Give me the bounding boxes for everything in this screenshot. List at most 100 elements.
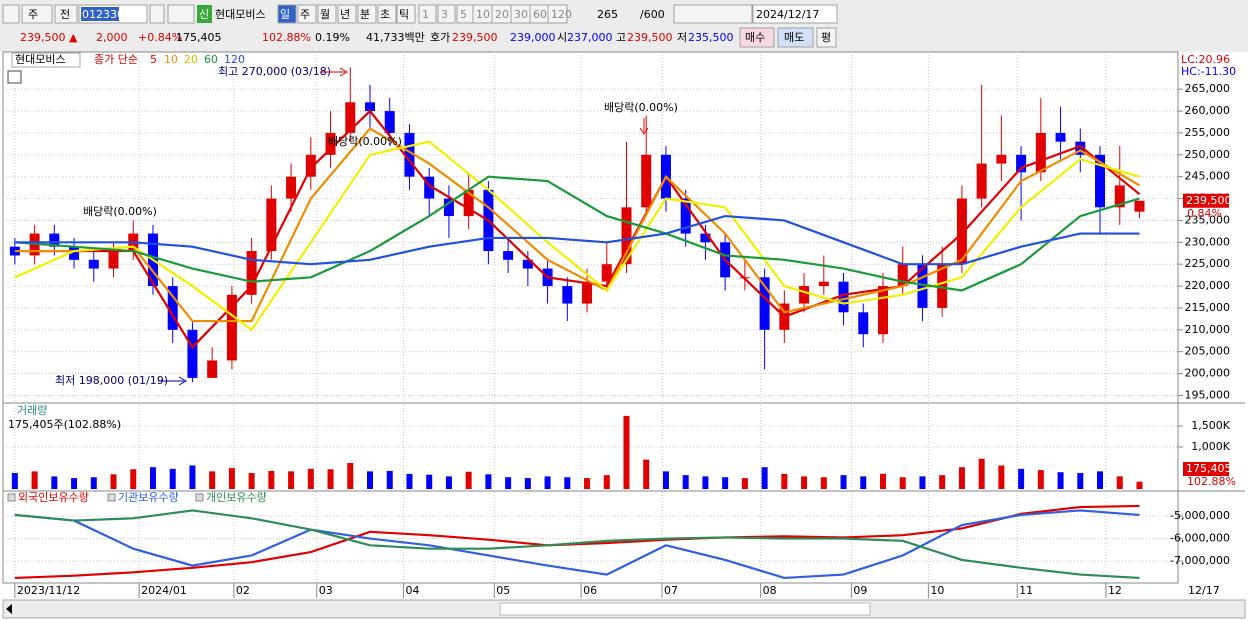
volume-bar: [544, 476, 551, 489]
volume-bar: [662, 471, 669, 489]
legend-entry: 120: [224, 53, 245, 66]
code: 012330: [82, 8, 124, 21]
candle-body: [404, 132, 415, 177]
buy-btn[interactable]: [739, 27, 775, 48]
volume-bar: [307, 468, 314, 489]
scroll-left[interactable]: [6, 604, 12, 614]
ma-line: [14, 214, 1140, 266]
volume-bar: [781, 473, 788, 489]
annotation: 최고 270,000 (03/18): [218, 65, 331, 78]
panel-title: 거래량: [17, 404, 47, 417]
candle-body: [1075, 141, 1086, 155]
candle-body: [838, 281, 849, 313]
candle-body: [976, 163, 987, 199]
candle-body: [621, 207, 632, 265]
candle-body: [266, 198, 277, 252]
code-highlight: [81, 7, 119, 21]
x-tick-label: 02: [236, 584, 250, 597]
unit-btn[interactable]: [357, 4, 377, 24]
compare-btn[interactable]: [54, 4, 78, 24]
unit-btn[interactable]: [377, 4, 397, 24]
unit-btn[interactable]: [277, 4, 297, 24]
volume-bar: [1077, 473, 1084, 489]
y-tick-label: 200,000: [1185, 367, 1231, 380]
y-tick-label: 230,000: [1185, 235, 1231, 248]
price-tag-label: 239,500: [1186, 194, 1232, 207]
period-select[interactable]: [21, 4, 53, 24]
candle-body: [1134, 200, 1145, 212]
annotation: 배당락(0.00%): [604, 101, 678, 114]
icon[interactable]: [2, 4, 20, 24]
unit-btn[interactable]: [396, 4, 416, 24]
candle-body: [522, 259, 533, 269]
x-tick-label: 06: [583, 584, 597, 597]
holding-line: [14, 509, 1140, 580]
candle-body: [305, 154, 316, 177]
volume-bar: [51, 476, 58, 489]
legend-icon[interactable]: [7, 70, 22, 84]
sell-btn[interactable]: [777, 27, 814, 48]
candle-body: [1095, 154, 1106, 208]
volume-bar: [564, 477, 571, 489]
holding-line: [14, 509, 1140, 580]
unit-btn[interactable]: [337, 4, 357, 24]
volume-bar: [958, 467, 965, 489]
volume: 175,405: [176, 31, 222, 44]
candle-body: [582, 281, 593, 304]
volume-bar: [327, 469, 334, 489]
volume-bar: [820, 477, 827, 489]
total-count: /600: [640, 8, 665, 21]
scroll-thumb[interactable]: [499, 602, 871, 616]
annotation: 배당락(0.00%): [328, 135, 402, 148]
sell: 매도: [784, 31, 804, 44]
unit: 분: [360, 8, 370, 21]
candle-body: [463, 189, 474, 217]
volume-bar: [11, 473, 18, 489]
x-tick-label: 09: [853, 584, 867, 597]
y-tick-label: 220,000: [1185, 279, 1231, 292]
volume-bar: [623, 415, 630, 489]
high: 239,500: [627, 31, 673, 44]
y-tick-label: 205,000: [1185, 345, 1231, 358]
volume-bar: [149, 467, 156, 489]
candle-body: [956, 198, 967, 265]
volume-bar: [899, 477, 906, 489]
volume-bar: [406, 473, 413, 489]
search[interactable]: [149, 4, 165, 24]
volume-bar: [386, 470, 393, 489]
legend-entry: 5: [150, 53, 157, 66]
date: 2024/12/17: [756, 8, 819, 21]
unit: 년: [340, 8, 350, 21]
volume-bar: [524, 478, 531, 489]
stock-name: 현대모비스: [215, 8, 266, 21]
candle-body: [187, 329, 198, 378]
count-btn[interactable]: [437, 4, 456, 24]
lc: LC:20.96: [1181, 53, 1230, 66]
x-tick-label: 04: [406, 584, 420, 597]
unit: 주: [300, 8, 310, 21]
volume-bar: [248, 473, 255, 489]
sound[interactable]: [167, 4, 195, 24]
sign: 신: [199, 8, 209, 21]
candle-body: [88, 259, 99, 269]
volume-bar: [741, 478, 748, 489]
volume-bar: [228, 468, 235, 489]
unit-btn[interactable]: [317, 4, 337, 24]
count-btn[interactable]: [547, 4, 568, 24]
y-tick-label: 265,000: [1185, 82, 1231, 95]
count: 3: [441, 8, 448, 21]
candle-body: [562, 286, 573, 304]
date-input[interactable]: [752, 4, 838, 24]
amount: 41,733백만: [366, 31, 425, 44]
volume-bar: [130, 469, 137, 489]
count: 5: [460, 8, 467, 21]
tools[interactable]: [673, 4, 753, 24]
candle-body: [877, 286, 888, 335]
arrow: [639, 118, 649, 135]
unit-btn[interactable]: [297, 4, 317, 24]
avg-btn[interactable]: [816, 27, 837, 48]
annotation: 배당락(0.00%): [83, 205, 157, 218]
legend-swatch: [107, 493, 116, 502]
count-btn[interactable]: [418, 4, 437, 24]
legend-entry: 기관보유수량: [118, 491, 179, 504]
